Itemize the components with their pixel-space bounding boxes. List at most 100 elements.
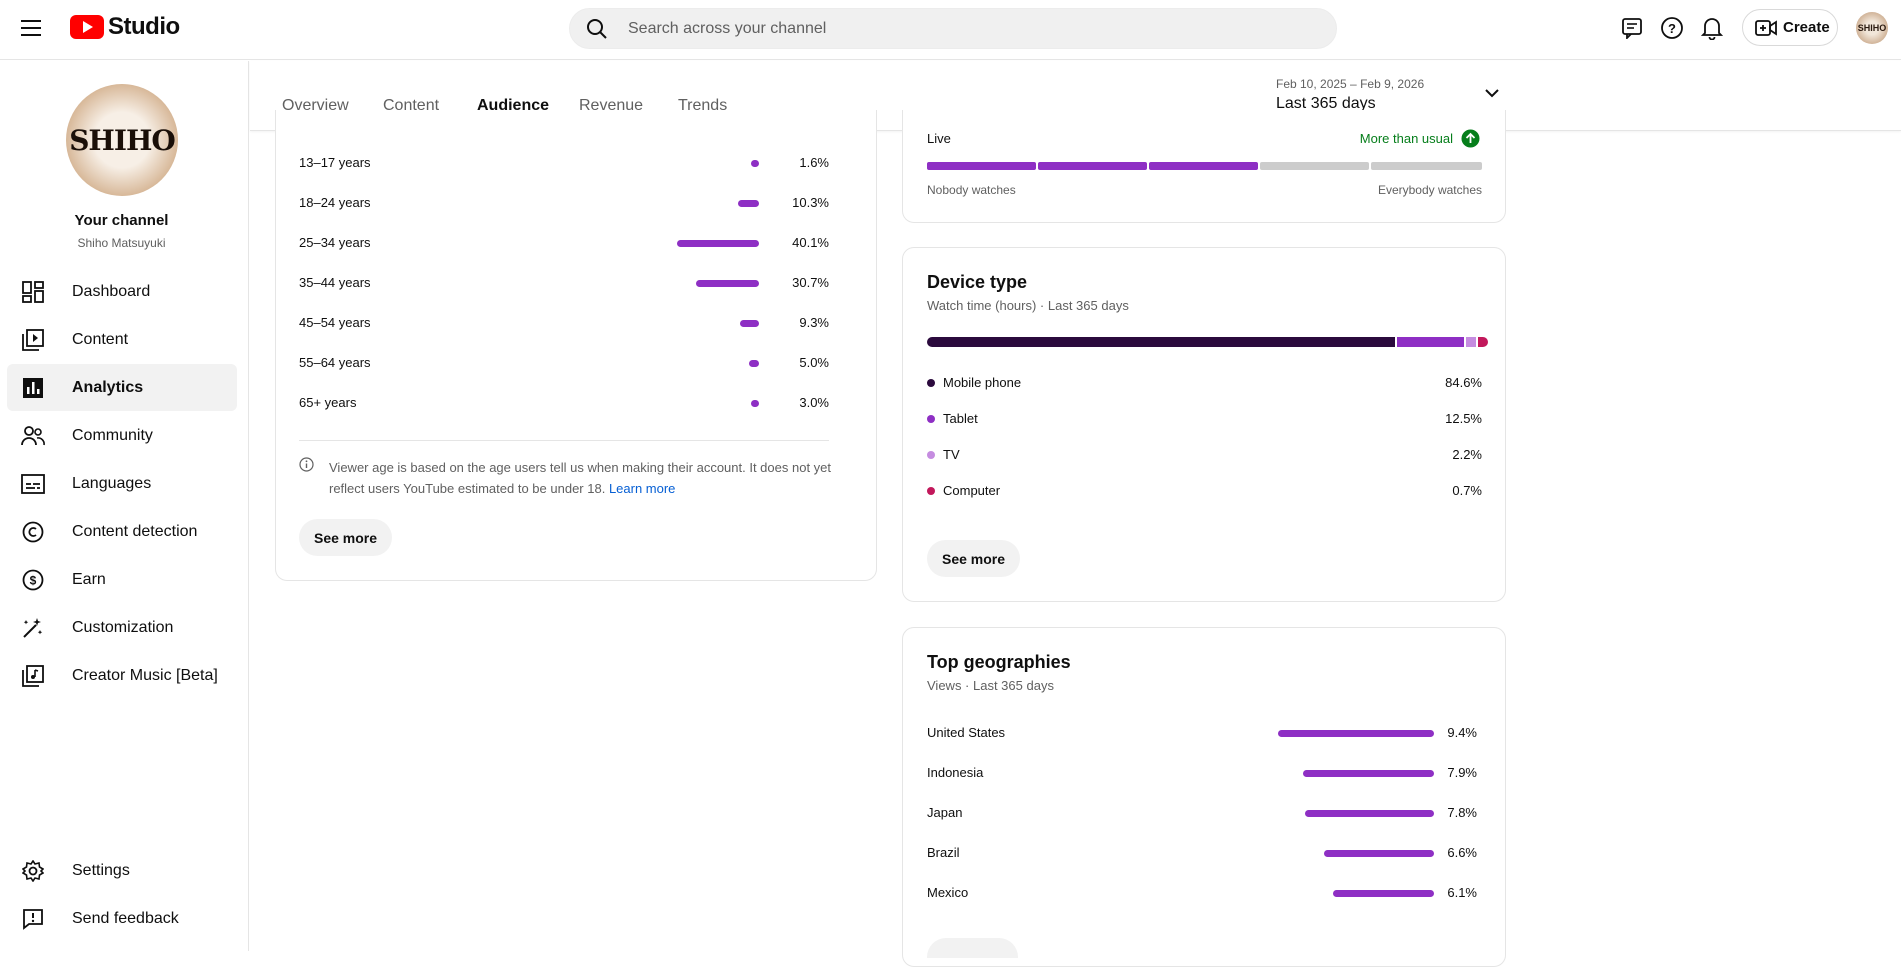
- age-value: 10.3%: [792, 195, 829, 210]
- scale-right-label: Everybody watches: [1377, 183, 1482, 197]
- studio-logo[interactable]: Studio: [70, 12, 180, 42]
- scale-left-label: Nobody watches: [927, 183, 1016, 197]
- date-range-picker[interactable]: Feb 10, 2025 – Feb 9, 2026 Last 365 days: [1276, 71, 1516, 116]
- account-avatar[interactable]: SHIHO: [1856, 12, 1888, 44]
- youtube-logo-icon: [70, 15, 104, 39]
- search-input[interactable]: [626, 9, 1306, 48]
- top-geographies-card: [902, 627, 1506, 967]
- tab-trends[interactable]: Trends: [678, 97, 728, 114]
- age-value: 1.6%: [799, 155, 829, 170]
- age-row: 13–17 years 1.6%: [299, 153, 829, 173]
- sidebar-item-earn[interactable]: $ Earn: [7, 556, 237, 603]
- device-type-title: Device type: [927, 272, 1028, 292]
- age-row: 35–44 years 30.7%: [299, 273, 829, 293]
- sidebar-item-analytics[interactable]: Analytics: [7, 364, 237, 411]
- help-icon[interactable]: ?: [1652, 8, 1692, 48]
- watch-scale-row-label: Live: [927, 131, 951, 146]
- sidebar-item-label: Customization: [72, 618, 174, 636]
- date-range-dates: Feb 10, 2025 – Feb 9, 2026: [1276, 77, 1425, 91]
- age-value: 3.0%: [799, 395, 829, 410]
- top-geographies-title: Top geographies: [927, 652, 1071, 672]
- sidebar-item-creator-music[interactable]: Creator Music [Beta]: [7, 652, 237, 699]
- device-label: Computer: [943, 483, 1001, 498]
- top-bar: Studio ? Create SHIHO: [0, 0, 1901, 60]
- age-value: 30.7%: [792, 275, 829, 290]
- geo-bar: [1302, 770, 1434, 777]
- sidebar-item-languages[interactable]: Languages: [7, 460, 237, 507]
- geo-label: United States: [927, 725, 1006, 740]
- device-see-more-button[interactable]: See more: [927, 540, 1021, 577]
- device-value: 84.6%: [1445, 375, 1482, 390]
- scale-segment: [927, 162, 1036, 170]
- sidebar-item-send-feedback[interactable]: Send feedback: [7, 895, 237, 942]
- tab-content[interactable]: Content: [383, 97, 440, 114]
- device-label: Mobile phone: [943, 375, 1022, 390]
- age-row: 55–64 years 5.0%: [299, 353, 829, 373]
- geo-value: 6.6%: [1447, 845, 1477, 860]
- device-row: Tablet 12.5%: [927, 409, 1482, 429]
- sidebar-item-label: Earn: [72, 570, 106, 588]
- geo-see-more-button[interactable]: [927, 938, 1018, 958]
- age-row: 18–24 years 10.3%: [299, 193, 829, 213]
- device-value: 12.5%: [1445, 411, 1482, 426]
- geo-label: Indonesia: [927, 765, 984, 780]
- sidebar-item-customization[interactable]: Customization: [7, 604, 237, 651]
- content-icon: [18, 325, 48, 355]
- geo-label: Mexico: [927, 885, 969, 900]
- age-label: 35–44 years: [299, 275, 371, 290]
- menu-icon[interactable]: [12, 8, 52, 48]
- device-label: TV: [943, 447, 960, 462]
- comments-icon[interactable]: [1612, 8, 1652, 48]
- sidebar-item-label: Send feedback: [72, 909, 179, 927]
- age-label: 25–34 years: [299, 235, 371, 250]
- device-segment-computer: [1478, 337, 1489, 347]
- sidebar-item-community[interactable]: Community: [7, 412, 237, 459]
- geo-row: United States 9.4%: [927, 723, 1477, 743]
- sidebar-item-label: Content detection: [72, 522, 198, 540]
- search-icon[interactable]: [586, 18, 608, 45]
- tab-revenue[interactable]: Revenue: [579, 97, 644, 114]
- watch-scale-status: More than usual: [1359, 131, 1453, 146]
- sidebar-item-label: Settings: [72, 861, 130, 879]
- age-label: 65+ years: [299, 395, 357, 410]
- learn-more-link[interactable]: Learn more: [608, 481, 676, 496]
- geo-value: 7.8%: [1447, 805, 1477, 820]
- magic-wand-icon: [18, 613, 48, 643]
- device-stacked-bar: [927, 337, 1489, 347]
- scale-segment: [1149, 162, 1258, 170]
- create-button[interactable]: Create: [1742, 9, 1838, 46]
- channel-name: Shiho Matsuyuki: [77, 236, 166, 250]
- svg-text:$: $: [30, 573, 37, 587]
- age-note-text: Viewer age is based on the age users tel…: [329, 460, 832, 496]
- device-value: 2.2%: [1452, 447, 1482, 462]
- legend-dot: [927, 451, 935, 459]
- scale-segment: [1260, 162, 1369, 170]
- tab-audience[interactable]: Audience: [477, 97, 550, 114]
- search-bar[interactable]: [569, 8, 1337, 49]
- age-divider: [299, 440, 829, 441]
- device-row: Computer 0.7%: [927, 481, 1482, 501]
- geo-bar: [1332, 890, 1434, 897]
- tab-overview[interactable]: Overview: [282, 97, 349, 114]
- channel-avatar[interactable]: SHIHO: [66, 84, 178, 196]
- geo-value: 6.1%: [1447, 885, 1477, 900]
- age-bar: [748, 360, 759, 367]
- create-video-icon: [1755, 19, 1777, 36]
- age-see-more-button[interactable]: See more: [299, 519, 393, 556]
- age-row: 65+ years 3.0%: [299, 393, 829, 413]
- date-range-label: Last 365 days: [1276, 95, 1376, 112]
- sidebar-item-dashboard[interactable]: Dashboard: [7, 268, 237, 315]
- age-bar: [751, 160, 759, 167]
- svg-text:?: ?: [1668, 21, 1676, 36]
- sidebar-item-content[interactable]: Content: [7, 316, 237, 363]
- gear-icon: [18, 856, 48, 886]
- watch-scale-bar: [927, 162, 1482, 170]
- sidebar-item-content-detection[interactable]: Content detection: [7, 508, 237, 555]
- geo-label: Japan: [927, 805, 963, 820]
- age-bar: [751, 400, 759, 407]
- notifications-bell-icon[interactable]: [1692, 8, 1732, 48]
- device-segment-mobile-phone: [927, 337, 1395, 347]
- sidebar-item-settings[interactable]: Settings: [7, 847, 237, 894]
- sidebar-item-label: Dashboard: [72, 282, 151, 300]
- age-bar: [737, 200, 759, 207]
